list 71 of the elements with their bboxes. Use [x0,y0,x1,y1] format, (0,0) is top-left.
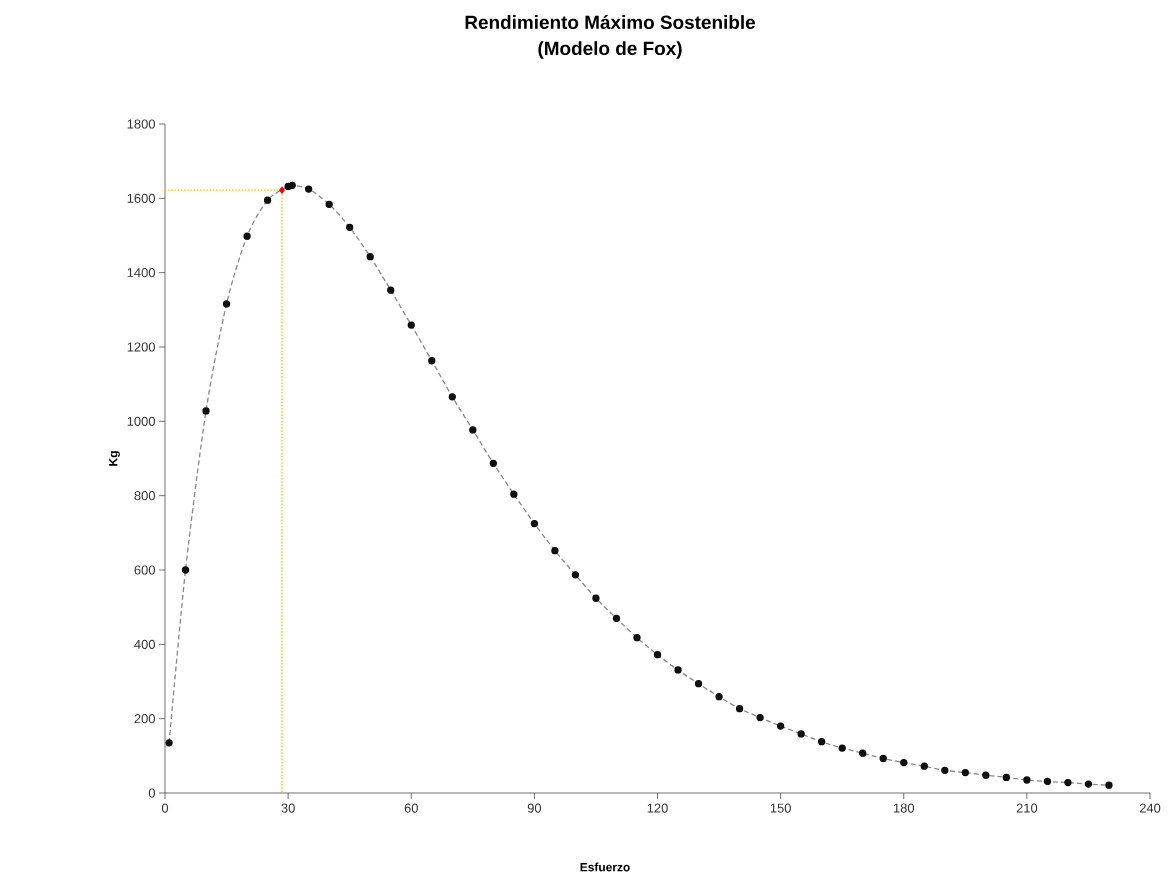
point [612,614,621,622]
x-tick-label: 0 [161,803,169,813]
point [288,181,296,189]
y-tick-label: 0 [148,788,155,798]
point [407,321,415,329]
y-tick-label: 200 [134,714,155,724]
x-tick-label: 60 [404,803,418,813]
point [694,680,703,688]
point [571,571,580,579]
point [879,754,887,763]
point [838,744,846,752]
point [346,223,354,231]
point [982,771,990,779]
point [366,253,374,261]
point [489,459,497,467]
chart-title: Rendimiento Máximo Sostenible [465,14,756,30]
point [181,566,190,574]
point [279,186,285,194]
x-tick-label: 90 [527,803,542,813]
point [530,519,539,528]
point [325,200,333,208]
y-tick-label: 800 [134,491,155,501]
point [941,766,949,774]
point [1105,781,1113,789]
point [165,739,173,747]
point [1002,773,1011,782]
point [551,547,559,555]
point [653,651,662,659]
point [387,286,395,294]
point [756,713,764,722]
point [305,185,313,193]
point [633,634,641,642]
point [674,666,682,674]
y-tick-label: 1200 [127,342,155,352]
x-tick-label: 120 [647,803,668,813]
y-axis-title: Kg [109,451,120,466]
point [428,357,436,365]
point [1023,776,1031,784]
y-tick-label: 400 [134,639,155,649]
point [263,196,272,204]
point [920,762,928,770]
point [776,722,785,730]
y-tick-label: 1600 [127,193,155,203]
point [202,407,210,415]
point [1064,778,1072,787]
chart-subtitle: (Modelo de Fox) [538,41,682,59]
y-tick-label: 600 [134,565,155,575]
point [735,704,744,713]
point [715,693,723,701]
point [859,749,867,757]
point [222,300,231,308]
y-tick-label: 1800 [127,119,155,129]
point [592,594,600,602]
point [1043,777,1052,786]
point [961,768,969,777]
point [448,393,456,401]
point [900,758,908,767]
x-tick-label: 240 [1139,803,1161,813]
point [1084,780,1093,788]
y-tick-label: 1000 [127,416,155,426]
x-tick-label: 180 [893,803,915,813]
point [243,232,251,240]
x-axis-title: Esfuerzo [580,862,630,872]
x-tick-label: 210 [1016,803,1038,813]
point [797,730,805,738]
point [818,738,826,746]
point [510,490,518,498]
x-tick-label: 30 [281,803,295,813]
y-tick-label: 1400 [127,268,155,278]
point [469,426,477,434]
x-tick-label: 150 [770,803,791,813]
